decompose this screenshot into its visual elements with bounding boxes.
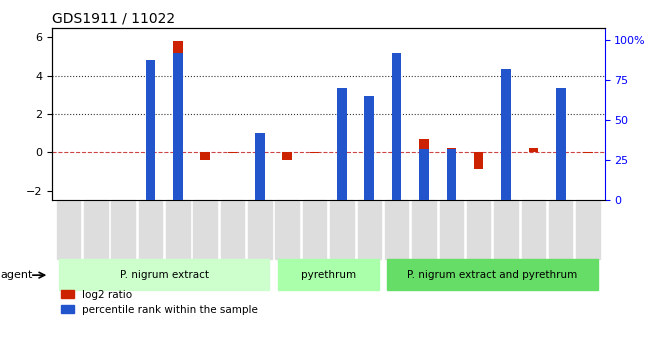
FancyBboxPatch shape — [84, 200, 107, 259]
FancyBboxPatch shape — [330, 200, 354, 259]
FancyBboxPatch shape — [57, 200, 80, 259]
Bar — [447, 148, 456, 152]
Bar — [528, 148, 538, 152]
Bar — [365, 96, 374, 200]
Legend: log2 ratio, percentile rank within the sample: log2 ratio, percentile rank within the s… — [57, 286, 262, 319]
Text: pyrethrum: pyrethrum — [301, 270, 356, 280]
FancyBboxPatch shape — [59, 259, 270, 290]
Text: agent: agent — [0, 270, 32, 280]
Bar — [173, 41, 183, 152]
Bar — [419, 139, 429, 152]
FancyBboxPatch shape — [412, 200, 436, 259]
FancyBboxPatch shape — [221, 200, 244, 259]
Bar — [200, 152, 210, 160]
FancyBboxPatch shape — [276, 200, 299, 259]
FancyBboxPatch shape — [549, 200, 573, 259]
Bar — [556, 150, 566, 152]
Bar — [392, 53, 402, 200]
Bar — [173, 53, 183, 200]
Text: GDS1911 / 11022: GDS1911 / 11022 — [52, 11, 175, 25]
Bar — [337, 152, 346, 153]
Bar — [310, 152, 319, 153]
Bar — [501, 69, 511, 200]
Bar — [419, 149, 429, 200]
FancyBboxPatch shape — [385, 200, 408, 259]
Bar — [146, 60, 155, 200]
Bar — [392, 152, 402, 153]
Bar — [146, 142, 155, 152]
Bar — [365, 148, 374, 152]
FancyBboxPatch shape — [138, 200, 162, 259]
Bar — [447, 149, 456, 200]
FancyBboxPatch shape — [494, 200, 518, 259]
FancyBboxPatch shape — [577, 200, 600, 259]
FancyBboxPatch shape — [387, 259, 597, 290]
FancyBboxPatch shape — [248, 200, 272, 259]
Bar — [255, 133, 265, 200]
Text: P. nigrum extract: P. nigrum extract — [120, 270, 209, 280]
FancyBboxPatch shape — [439, 200, 463, 259]
FancyBboxPatch shape — [111, 200, 135, 259]
FancyBboxPatch shape — [194, 200, 217, 259]
Bar — [227, 152, 237, 153]
Bar — [283, 152, 292, 160]
FancyBboxPatch shape — [166, 200, 190, 259]
Bar — [474, 152, 484, 169]
FancyBboxPatch shape — [467, 200, 490, 259]
Bar — [556, 88, 566, 200]
FancyBboxPatch shape — [358, 200, 381, 259]
FancyBboxPatch shape — [522, 200, 545, 259]
Bar — [255, 152, 265, 160]
Bar — [501, 145, 511, 152]
FancyBboxPatch shape — [303, 200, 326, 259]
FancyBboxPatch shape — [278, 259, 379, 290]
Bar — [337, 88, 346, 200]
Bar — [583, 152, 593, 153]
Text: P. nigrum extract and pyrethrum: P. nigrum extract and pyrethrum — [408, 270, 577, 280]
